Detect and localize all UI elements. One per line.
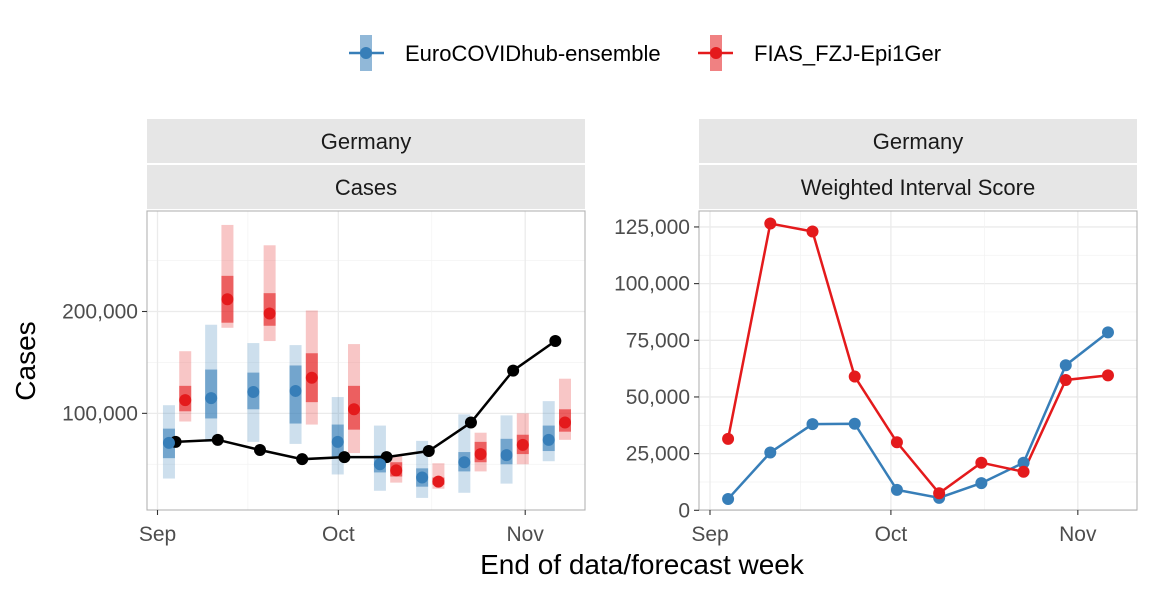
wis-point-fias [933, 487, 946, 500]
right-strip-metric-label: Weighted Interval Score [801, 175, 1035, 200]
median-point-ensemble [331, 435, 344, 448]
right-strip-metric [699, 165, 1137, 209]
legend-label-ensemble: EuroCOVIDhub-ensemble [405, 41, 661, 66]
wis-panel-lines [726, 222, 1109, 500]
wis-point-ensemble [764, 446, 777, 459]
cases-panel-lines [175, 340, 557, 461]
wis-point-fias [764, 217, 777, 230]
x-axis-title: End of data/forecast week [480, 549, 805, 580]
wis-panel-border [698, 210, 1138, 511]
legend-key-fias-point [710, 47, 722, 59]
cases-panel-border [146, 210, 586, 511]
wis-point-ensemble [975, 477, 988, 490]
median-point-fias [474, 448, 487, 461]
wis-point-fias [890, 436, 903, 449]
median-point-ensemble [205, 392, 218, 405]
wis-point-ensemble [890, 483, 903, 496]
median-point-fias [558, 416, 571, 429]
median-point-ensemble [458, 456, 471, 469]
y-axis-title: Cases [10, 321, 41, 400]
wis-line-ensemble [727, 331, 1109, 500]
left-strip-location-label: Germany [321, 129, 411, 154]
cases-panel-axes: 100,000 200,000 Sep Oct Nov [62, 301, 544, 547]
wis-point-ensemble [1059, 359, 1072, 372]
median-point-ensemble [542, 433, 555, 446]
y-tick-label: 75,000 [626, 329, 690, 352]
observed-point [549, 335, 562, 348]
observed-point [507, 364, 520, 377]
observed-point [338, 451, 351, 464]
wis-point-fias [848, 370, 861, 383]
median-point-fias [305, 371, 318, 384]
median-point-ensemble [500, 449, 513, 462]
right-panel-strips: Germany Weighted Interval Score [699, 119, 1137, 209]
median-point-fias [516, 438, 529, 451]
cases-panel-points [162, 293, 571, 488]
median-point-ensemble [162, 436, 175, 449]
y-tick-label: 200,000 [62, 301, 138, 324]
observed-line [175, 340, 557, 461]
observed-point [464, 416, 477, 429]
x-tick-label: Sep [139, 523, 176, 546]
median-point-fias [179, 394, 192, 407]
y-tick-label: 125,000 [614, 216, 690, 239]
legend-item-fias: FIAS_FZJ-Epi1Ger [698, 35, 941, 71]
y-tick-label: 50,000 [626, 386, 690, 409]
legend: EuroCOVIDhub-ensemble FIAS_FZJ-Epi1Ger [349, 35, 941, 71]
y-tick-label: 0 [678, 499, 690, 522]
median-point-fias [390, 464, 403, 477]
wis-point-fias [722, 432, 735, 445]
legend-label-fias: FIAS_FZJ-Epi1Ger [754, 41, 941, 66]
observed-point [422, 445, 435, 458]
right-strip-location [699, 119, 1137, 163]
observed-point [211, 433, 224, 446]
median-point-ensemble [289, 384, 302, 397]
left-strip-metric-label: Cases [335, 175, 397, 200]
median-point-fias [432, 475, 445, 488]
wis-point-ensemble [848, 417, 861, 430]
wis-point-fias [975, 456, 988, 469]
x-tick-label: Sep [691, 523, 728, 546]
observed-point [296, 453, 309, 466]
wis-point-ensemble [1101, 326, 1114, 339]
wis-point-ensemble [722, 492, 735, 505]
median-point-ensemble [373, 458, 386, 471]
wis-panel-points [722, 217, 1114, 505]
wis-panel-axes: 0 25,000 50,000 75,000 100,000 125,000 Sep Oct N… [614, 216, 1097, 546]
y-tick-label: 100,000 [614, 273, 690, 296]
left-strip-location [147, 119, 585, 163]
wis-point-fias [806, 225, 819, 238]
x-tick-label: Nov [1059, 523, 1097, 546]
wis-line-fias [726, 222, 1109, 495]
wis-point-fias [1101, 369, 1114, 382]
y-tick-label: 100,000 [62, 402, 138, 425]
median-point-ensemble [416, 471, 429, 484]
median-point-fias [221, 293, 234, 306]
wis-panel: 0 25,000 50,000 75,000 100,000 125,000 Sep Oct N… [614, 210, 1138, 546]
median-point-fias [263, 307, 276, 320]
right-strip-location-label: Germany [873, 129, 963, 154]
x-tick-label: Nov [507, 523, 545, 546]
legend-item-ensemble: EuroCOVIDhub-ensemble [349, 35, 661, 71]
x-tick-label: Oct [875, 523, 908, 546]
x-tick-label: Oct [322, 523, 355, 546]
wis-point-fias [1017, 465, 1030, 478]
wis-point-fias [1059, 373, 1072, 386]
wis-point-ensemble [806, 418, 819, 431]
observed-point [253, 444, 266, 457]
cases-panel: 100,000 200,000 Sep Oct Nov [62, 210, 586, 547]
wis-point-ensemble [1017, 456, 1030, 469]
median-point-ensemble [247, 385, 260, 398]
legend-key-ensemble-point [360, 47, 372, 59]
y-tick-label: 25,000 [626, 443, 690, 466]
left-strip-metric [147, 165, 585, 209]
median-point-fias [348, 403, 361, 416]
left-panel-strips: Germany Cases [147, 119, 585, 209]
